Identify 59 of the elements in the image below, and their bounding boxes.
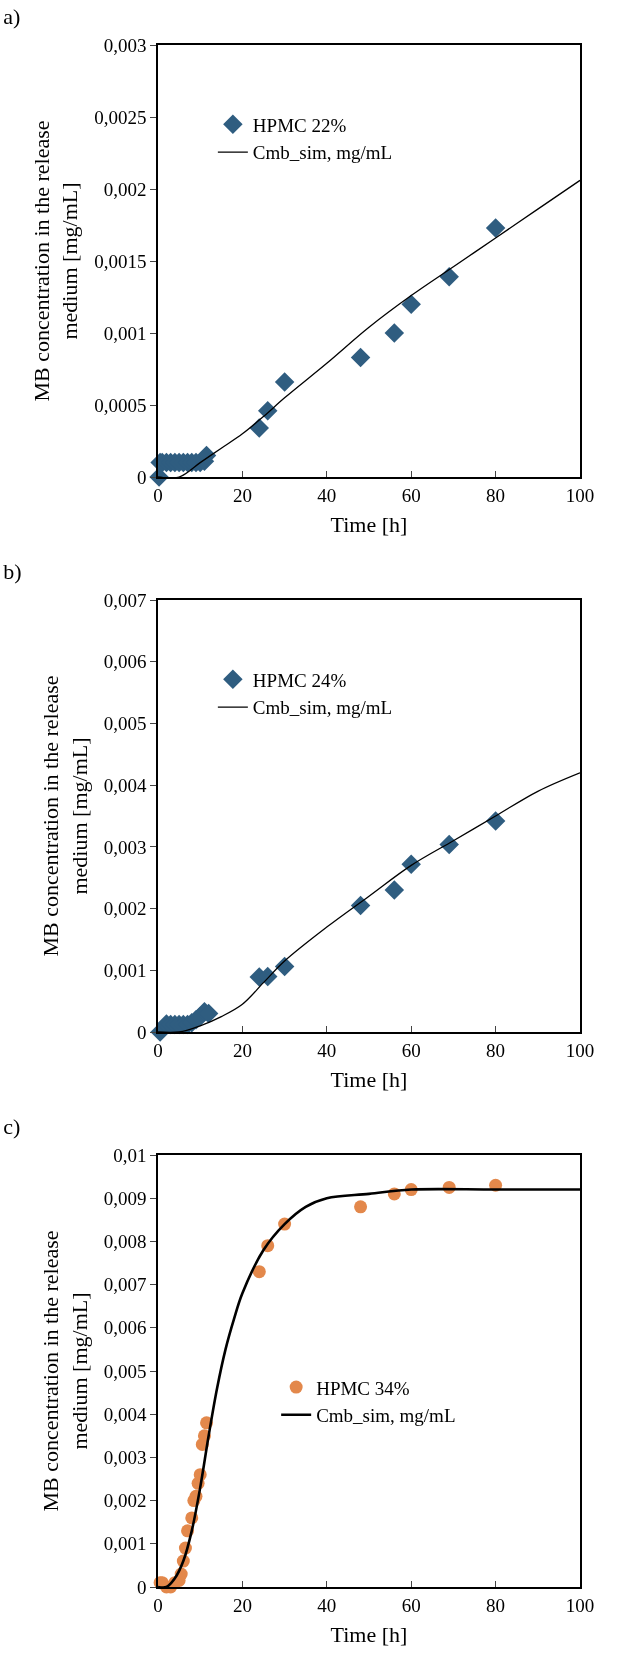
y-tick-label: 0,007 [103,1274,147,1296]
x-tick-label: 20 [232,1039,252,1061]
legend-label: Cmb_sim, mg/mL [252,142,393,164]
y-tick-label: 0,003 [103,1447,147,1469]
x-tick-label: 20 [232,1594,252,1616]
y-tick-label: 0,006 [103,651,147,673]
x-tick-label: 0 [153,484,163,506]
x-tick-label: 20 [232,484,252,506]
y-tick-label: 0,0025 [94,106,147,128]
legend-label: HPMC 24% [252,669,347,691]
y-tick-label: 0,001 [103,322,147,344]
x-tick-label: 100 [565,484,595,506]
legend-label: HPMC 34% [316,1377,410,1399]
y-tick-label: 0,01 [113,1144,147,1166]
x-tick-label: 40 [317,484,337,506]
y-tick-label: 0,0005 [94,394,147,416]
y-tick-label: 0 [136,466,147,488]
chart-title: b) [3,558,22,584]
y-tick-label: 0,005 [103,713,147,735]
y-tick-label: 0 [136,1576,147,1598]
y-tick-label: 0,004 [103,1403,147,1425]
y-axis-title: MB concentration in the release medium [mg/mL] [38,1230,92,1512]
y-tick-label: 0,0015 [94,250,147,272]
x-tick-label: 60 [401,1039,421,1061]
y-tick-label: 0,002 [103,178,147,200]
y-tick-label: 0,004 [103,774,147,796]
y-tick-label: 0,003 [103,34,147,56]
legend-label: Cmb_sim, mg/mL [316,1405,456,1427]
y-tick-label: 0,009 [103,1187,147,1209]
x-tick-label: 60 [401,484,421,506]
y-tick-label: 0,001 [103,1533,147,1555]
x-tick-label: 100 [565,1594,595,1616]
legend-label: HPMC 22% [252,114,347,136]
x-axis-title: Time [h] [330,1621,408,1647]
x-tick-label: 40 [317,1594,337,1616]
x-tick-label: 100 [565,1039,595,1061]
y-tick-label: 0,008 [103,1231,147,1253]
y-tick-label: 0,006 [103,1317,147,1339]
y-axis-title: MB concentration in the release medium [mg/mL] [28,120,83,402]
chart-title: a) [3,3,21,29]
legend-label: Cmb_sim, mg/mL [252,697,393,719]
x-axis-title: Time [h] [330,1066,408,1092]
x-tick-label: 0 [153,1039,163,1061]
y-tick-label: 0,001 [103,959,147,981]
x-axis-title: Time [h] [330,511,408,537]
y-tick-label: 0,002 [103,1490,147,1512]
x-tick-label: 0 [153,1594,163,1616]
y-tick-label: 0 [136,1021,147,1043]
x-tick-label: 80 [486,1039,506,1061]
y-tick-label: 0,007 [103,589,147,611]
y-tick-label: 0,003 [103,836,147,858]
y-axis-title: MB concentration in the release medium [mg/mL] [38,675,92,957]
x-tick-label: 60 [401,1594,421,1616]
y-tick-label: 0,002 [103,898,147,920]
x-tick-label: 40 [317,1039,337,1061]
chart-title: c) [3,1113,21,1139]
y-tick-label: 0,005 [103,1360,147,1382]
x-tick-label: 80 [486,1594,506,1616]
x-tick-label: 80 [486,484,506,506]
